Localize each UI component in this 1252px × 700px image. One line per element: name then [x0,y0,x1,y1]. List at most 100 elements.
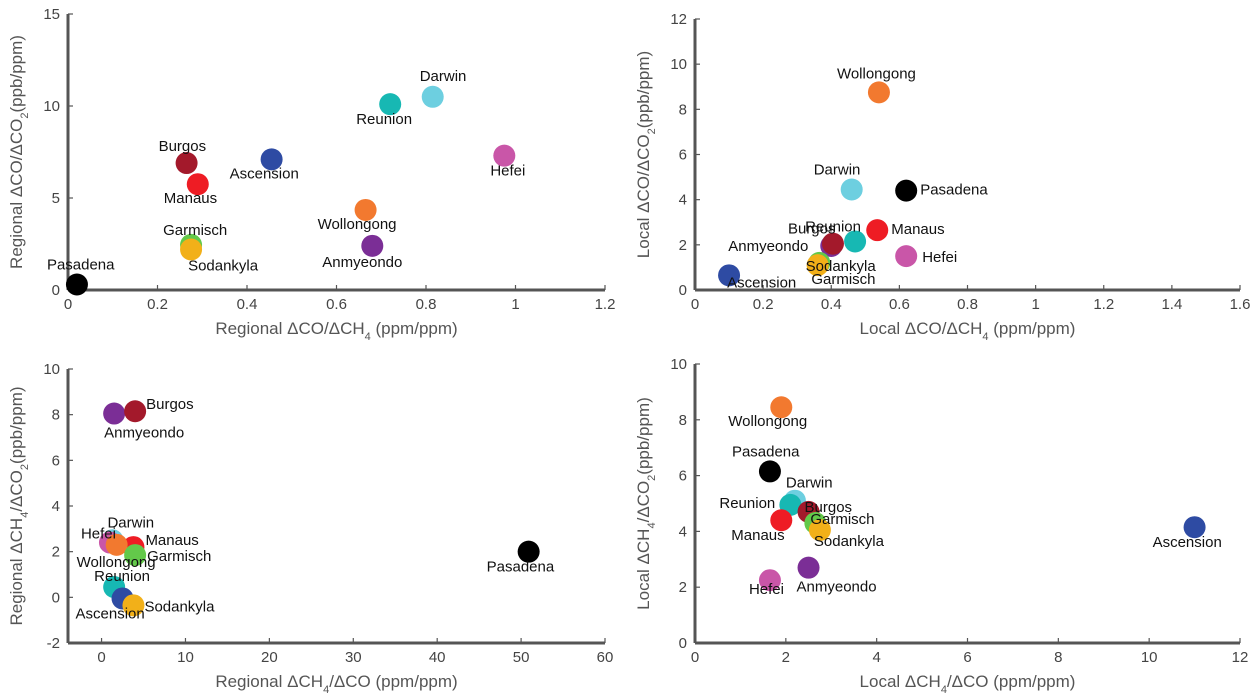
x-tick-label: 0.6 [889,296,910,313]
point-label-ascension: Ascension [727,274,796,291]
x-tick-label: 12 [1232,649,1249,666]
point-label-sodankyla: Sodankyla [806,258,877,275]
point-label-manaus: Manaus [731,527,784,544]
point-label-reunion: Reunion [805,218,861,235]
point-hefei [758,569,781,592]
point-label-garmisch: Garmisch [163,222,227,239]
point-manaus [866,219,889,242]
x-axis-title-2: Local ΔCO/ΔCH4 (ppm/ppm) [860,319,1076,343]
point-label-hefei: Hefei [749,581,784,598]
y-axis-title-1: Regional ΔCO/ΔCO2(ppb/ppm) [7,35,31,269]
y-tick-label: 8 [52,407,60,424]
y-tick-label: 8 [679,412,687,429]
point-pasadena [65,273,88,296]
point-anmyeondo [797,556,820,579]
point-label-burgos: Burgos [788,221,836,238]
point-label-hefei: Hefei [81,526,116,543]
point-label-sodankyla: Sodankyla [814,533,885,550]
point-label-manaus: Manaus [164,190,217,207]
point-label-reunion: Reunion [719,495,775,512]
x-tick-label: 20 [261,649,278,666]
x-tick-label: 1.6 [1230,296,1251,313]
y-axis-title-3: Regional ΔCH4/ΔCO2(ppb/ppm) [7,386,31,625]
x-tick-label: 10 [177,649,194,666]
point-label-ascension: Ascension [1153,534,1222,551]
x-axis-title-4: Local ΔCH4/ΔCO (ppm/ppm) [860,672,1076,696]
point-hefei [895,245,918,268]
y-tick-label: 2 [679,579,687,596]
x-tick-label: 1 [1031,296,1039,313]
x-tick-label: 0.4 [237,296,258,313]
point-wollongong [354,198,377,221]
point-reunion [379,93,402,116]
point-sodankyla [122,594,145,617]
point-darwin [840,178,863,201]
y-tick-label: 15 [43,6,60,23]
point-label-reunion: Reunion [94,568,150,585]
y-tick-label: 10 [43,361,60,378]
x-tick-label: 10 [1141,649,1158,666]
point-label-anmyeondo: Anmyeondo [322,254,402,271]
point-label-manaus: Manaus [891,221,944,238]
point-darwin [421,85,444,108]
point-label-reunion: Reunion [356,111,412,128]
point-label-pasadena: Pasadena [920,182,988,199]
x-tick-label: 0 [691,296,699,313]
x-tick-label: 0 [64,296,72,313]
y-tick-label: 0 [679,282,687,299]
x-tick-label: 0.4 [821,296,842,313]
x-tick-label: 60 [597,649,614,666]
point-pasadena [758,460,781,483]
point-label-pasadena: Pasadena [47,256,115,273]
y-tick-label: 10 [670,356,687,373]
x-tick-label: 2 [782,649,790,666]
point-label-pasadena: Pasadena [487,559,555,576]
point-label-anmyeondo: Anmyeondo [797,579,877,596]
x-tick-label: 0 [97,649,105,666]
point-hefei [493,144,516,167]
x-tick-label: 0.8 [957,296,978,313]
y-tick-label: 2 [679,237,687,254]
point-label-wollongong: Wollongong [728,413,807,430]
y-tick-label: -2 [47,635,60,652]
x-axis-title-3: Regional ΔCH4/ΔCO (ppm/ppm) [215,672,457,696]
x-axis-title-1: Regional ΔCO/ΔCH4 (ppm/ppm) [215,319,457,343]
point-label-ascension: Ascension [76,605,145,622]
point-label-darwin: Darwin [814,162,861,179]
x-tick-label: 30 [345,649,362,666]
point-label-burgos: Burgos [159,138,207,155]
point-sodankyla [808,519,831,542]
point-garmisch [124,544,147,567]
point-label-hefei: Hefei [490,163,525,180]
point-reunion [844,230,867,253]
point-burgos [124,400,147,423]
point-pasadena [517,540,540,563]
point-sodankyla [806,254,829,277]
x-tick-label: 6 [963,649,971,666]
x-tick-label: 1.4 [1161,296,1182,313]
x-tick-label: 8 [1054,649,1062,666]
x-tick-label: 0.8 [416,296,437,313]
x-tick-label: 40 [429,649,446,666]
x-tick-label: 1 [511,296,519,313]
y-axis-title-4: Local ΔCH4/ΔCO2(ppb/ppm) [634,397,658,610]
point-pasadena [895,179,918,202]
point-label-burgos: Burgos [805,499,853,516]
point-wollongong [105,533,128,556]
point-label-anmyeondo: Anmyeondo [104,425,184,442]
y-tick-label: 2 [52,544,60,561]
point-ascension [260,148,283,171]
point-label-pasadena: Pasadena [732,443,800,460]
x-tick-label: 0.2 [753,296,774,313]
y-tick-label: 6 [52,452,60,469]
point-label-manaus: Manaus [145,532,198,549]
x-tick-label: 0.2 [147,296,168,313]
y-tick-label: 4 [679,523,687,540]
point-burgos [821,232,844,255]
y-tick-label: 0 [52,282,60,299]
point-label-hefei: Hefei [922,249,957,266]
y-tick-label: 4 [52,498,60,515]
point-label-ascension: Ascension [230,165,299,182]
point-wollongong [867,81,890,104]
